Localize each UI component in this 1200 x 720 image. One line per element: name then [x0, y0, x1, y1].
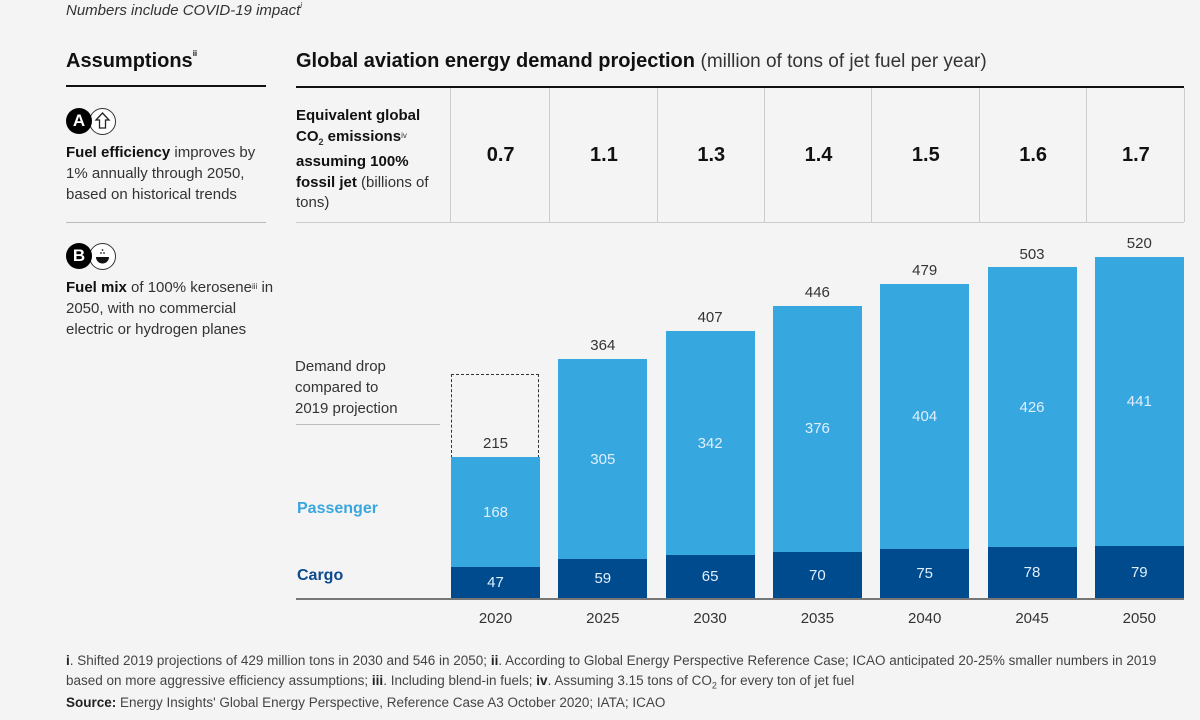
co2-value-2035: 1.4 [763, 88, 872, 222]
assumption-b-badge: B [66, 243, 126, 271]
covid-note-text: Numbers include COVID-19 impact [66, 2, 301, 19]
bar-cargo-2030: 65 [665, 555, 755, 598]
assumptions-title-text: Assumptions [66, 50, 193, 72]
footnote-text: . Including blend-in fuels; [383, 673, 537, 688]
footnote-text: . Shifted 2019 projections of 429 millio… [69, 653, 491, 668]
co2-value-2020: 0.7 [450, 88, 550, 222]
assumption-b-desc-2: in 2050, with no commercial electric or … [66, 279, 274, 338]
badge-letter: A [66, 108, 92, 134]
bar-cargo-2045: 78 [987, 546, 1077, 598]
annotation-line: Demand drop [295, 358, 386, 375]
x-tick-label: 2045 [1015, 610, 1049, 627]
co2-row-right-edge [1184, 88, 1185, 222]
arrow-up-icon [89, 108, 116, 135]
total-label-2035: 446 [804, 283, 830, 301]
x-tick-label: 2050 [1122, 610, 1156, 627]
projection-2019-dashed-box [451, 373, 539, 458]
assumptions-rule [66, 85, 266, 87]
co2-value-2050: 1.7 [1085, 88, 1185, 222]
footnotes: i. Shifted 2019 projections of 429 milli… [66, 651, 1176, 696]
annotation-line: compared to [295, 379, 379, 396]
x-axis-baseline [296, 598, 1184, 600]
bar-cargo-2020: 47 [451, 567, 540, 598]
footnote-mark: i [66, 653, 70, 668]
footnote-marker: iii [251, 282, 258, 291]
x-tick-label: 2025 [586, 610, 620, 627]
bar-passenger-2025: 305 [558, 359, 648, 560]
assumption-a-text: Fuel efficiency improves by 1% annually … [66, 142, 276, 205]
total-label-2040: 479 [912, 261, 938, 279]
bar-passenger-2040: 404 [880, 283, 970, 549]
co2-label-part: Equivalent global CO [296, 107, 421, 145]
badge-letter: B [66, 243, 92, 269]
assumption-b-desc: of 100% kerosene [126, 279, 252, 296]
assumption-a-bold: Fuel efficiency [66, 144, 171, 161]
co2-row-bottom-rule [296, 222, 1184, 223]
x-tick-label: 2040 [908, 610, 942, 627]
footnote-mark: ii [490, 653, 499, 668]
bar-cargo-2025: 59 [558, 559, 648, 598]
footnote-marker: ii [192, 49, 198, 58]
total-label-2045: 503 [1019, 246, 1045, 264]
assumption-b-bold: Fuel mix [66, 279, 127, 296]
co2-label-part: assuming 100% fossil jet [296, 153, 409, 191]
source-label: Source: [66, 695, 117, 710]
assumption-a-badge: A [66, 108, 126, 136]
annotation-rule [296, 424, 440, 425]
bar-cargo-2040: 75 [880, 548, 970, 598]
source-text: Energy Insights' Global Energy Perspecti… [116, 695, 666, 710]
footnote-marker: i [300, 1, 303, 10]
co2-label-unit: (billions of tons) [296, 173, 429, 212]
footnote-mark: iii [371, 673, 384, 688]
co2-value-2045: 1.6 [978, 88, 1087, 222]
co2-value-2025: 1.1 [549, 88, 657, 222]
co2-value-2030: 1.3 [656, 88, 765, 222]
assumptions-title: Assumptionsii [66, 49, 198, 73]
footnote-text: for every ton of jet fuel [716, 673, 855, 688]
covid-note: Numbers include COVID-19 impacti [66, 1, 303, 19]
total-label-2050: 520 [1126, 235, 1152, 252]
bar-passenger-2050: 441 [1094, 257, 1184, 547]
bar-passenger-2045: 426 [987, 267, 1077, 547]
footnote-marker: iv [401, 130, 407, 140]
total-label-2030: 407 [697, 309, 723, 327]
co2-label-part: emissions [323, 127, 402, 145]
footnote-text: . Assuming 3.15 tons of CO [547, 673, 712, 688]
x-tick-label: 2020 [478, 610, 513, 627]
total-label-2020: 215 [482, 435, 509, 452]
source-line: Source: Energy Insights' Global Energy P… [66, 695, 665, 710]
total-label-2025: 364 [590, 337, 616, 355]
chart-unit: (million of tons of jet fuel per year) [700, 51, 987, 72]
x-tick-label: 2030 [693, 610, 727, 627]
bar-cargo-2050: 79 [1094, 546, 1184, 598]
bar-passenger-2035: 376 [772, 305, 862, 553]
chart-title-rule [296, 86, 1184, 88]
co2-row-label: Equivalent global CO2 emissionsiv assumi… [296, 106, 446, 214]
chart-title-text: Global aviation energy demand projection [296, 50, 695, 72]
bar-cargo-2035: 70 [772, 552, 862, 598]
bar-passenger-2020: 168 [451, 457, 540, 568]
annotation-line: 2019 projection [295, 400, 398, 417]
footnote-text: . According to Global Energy Perspective… [66, 653, 1157, 688]
co2-value-2040: 1.5 [871, 88, 979, 222]
legend-cargo: Cargo [297, 567, 344, 584]
footnote-mark: iv [536, 673, 548, 688]
assumption-a-desc: improves by 1% annually through 2050, ba… [66, 144, 256, 203]
x-tick-label: 2035 [800, 610, 835, 627]
demand-drop-annotation: Demand drop compared to 2019 projection [295, 356, 398, 419]
fuel-drop-icon [89, 243, 116, 270]
co2-subscript: 2 [711, 680, 717, 691]
co2-subscript: 2 [318, 136, 324, 147]
assumption-b-text: Fuel mix of 100% keroseneiii in 2050, wi… [66, 277, 276, 340]
assumptions-divider [66, 222, 266, 223]
chart-title: Global aviation energy demand projection… [296, 50, 987, 73]
bar-passenger-2030: 342 [665, 331, 755, 556]
legend-passenger: Passenger [297, 500, 378, 517]
